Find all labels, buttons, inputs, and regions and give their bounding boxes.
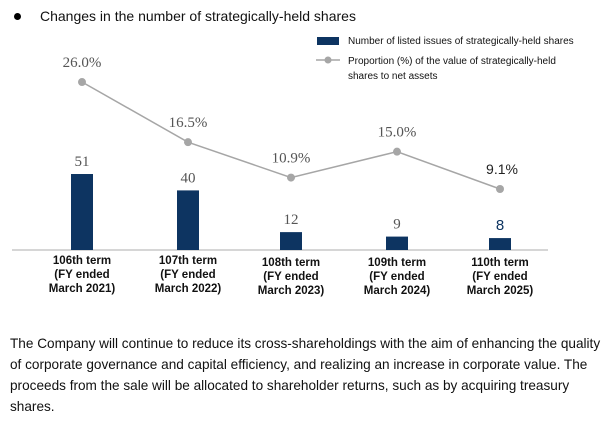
x-tick-label: (FY ended — [369, 271, 424, 283]
x-tick-label: (FY ended — [263, 271, 318, 283]
legend-bar-swatch — [317, 37, 339, 45]
x-tick-label: 109th term — [368, 257, 426, 269]
line-data-label: 26.0% — [63, 55, 102, 71]
bar-data-label: 51 — [75, 154, 90, 170]
x-tick-label: March 2024) — [364, 285, 431, 297]
bar — [386, 236, 408, 250]
x-tick-label: 110th term — [471, 257, 529, 269]
chart: 26.0% 16.5% 10.9% 15.0% 9.1% 51 40 12 9 8 106th te… — [12, 55, 548, 297]
bar-data-label: 12 — [284, 212, 299, 228]
line-point — [393, 147, 401, 156]
bar — [489, 238, 511, 250]
line-data-label: 16.5% — [169, 115, 208, 131]
legend-line-label: Proportion (%) of the value of strategic… — [348, 56, 556, 82]
bar — [280, 232, 302, 250]
description-paragraph: The Company will continue to reduce its … — [10, 336, 601, 414]
legend-line-swatch — [316, 56, 340, 64]
bar-data-label: 8 — [496, 217, 504, 234]
line-data-label: 10.9% — [272, 151, 311, 167]
bar-data-label: 40 — [181, 170, 196, 186]
x-tick-label: 107th term — [159, 255, 217, 267]
line-point — [78, 78, 86, 87]
line-data-label: 9.1% — [486, 161, 518, 177]
x-tick-label: 106th term — [53, 255, 111, 267]
x-tick-label: (FY ended — [472, 271, 527, 283]
line-point — [184, 138, 192, 147]
x-tick-label: (FY ended — [54, 269, 109, 281]
line-point — [496, 184, 504, 193]
legend-bar-label: Number of listed issues of strategically… — [348, 36, 574, 47]
x-tick-label: 108th term — [262, 257, 320, 269]
x-tick-label: March 2021) — [49, 283, 116, 295]
chart-title-text: Changes in the number of strategically-h… — [40, 8, 356, 24]
legend-item-bars: Number of listed issues of strategically… — [316, 34, 588, 49]
x-tick-label: (FY ended — [160, 269, 215, 281]
bullet-icon — [14, 12, 21, 20]
legend: Number of listed issues of strategically… — [316, 24, 606, 84]
bar-data-label: 9 — [393, 217, 401, 233]
bar — [71, 174, 93, 250]
proportion-line — [81, 81, 501, 190]
x-tick-label: March 2025) — [467, 285, 534, 297]
legend-item-line: Proportion (%) of the value of strategic… — [316, 54, 588, 84]
x-tick-label: March 2022) — [155, 283, 222, 295]
line-point — [287, 173, 295, 182]
bar — [177, 190, 199, 250]
chart-title: Changes in the number of strategically-h… — [14, 8, 356, 24]
x-tick-label: March 2023) — [258, 285, 325, 297]
line-data-label: 15.0% — [378, 125, 417, 141]
